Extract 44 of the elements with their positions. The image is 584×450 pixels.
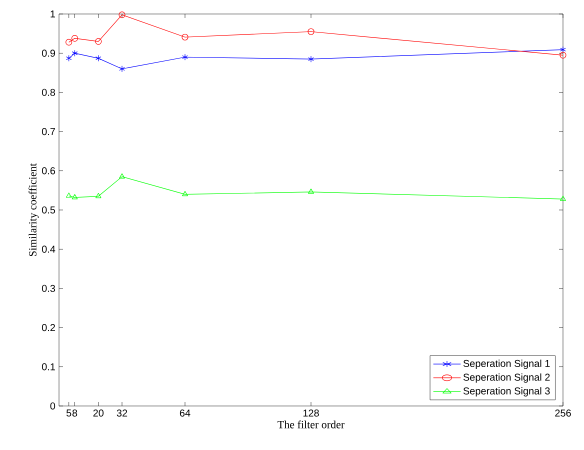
point bbox=[308, 56, 314, 62]
point bbox=[119, 66, 125, 72]
x-tick-label: 128 bbox=[303, 410, 319, 417]
point bbox=[308, 188, 314, 194]
point bbox=[66, 38, 72, 46]
y-tick-label: 0.1 bbox=[42, 363, 55, 370]
point bbox=[560, 52, 566, 58]
y-tick-label: 0.3 bbox=[42, 284, 56, 292]
point bbox=[560, 46, 566, 53]
point bbox=[182, 54, 188, 60]
point bbox=[560, 196, 566, 201]
point bbox=[72, 194, 78, 200]
x-tick-label: 8 bbox=[72, 410, 78, 417]
y-tick-label: 0.6 bbox=[42, 167, 56, 174]
y-tick-label: 0.8 bbox=[42, 88, 56, 96]
y-tick-label: 0.9 bbox=[42, 50, 56, 57]
x-tick-label: 32 bbox=[116, 410, 128, 417]
y-tick-label: 1 bbox=[50, 10, 55, 18]
point bbox=[308, 28, 314, 35]
legend-label: Seperation Signal 3 bbox=[463, 387, 550, 396]
y-axis-title: Similarity coefficient bbox=[28, 163, 39, 256]
x-axis-title: The filter order bbox=[278, 420, 345, 428]
y-tick-label: 0.4 bbox=[42, 246, 56, 253]
point bbox=[66, 54, 72, 62]
point bbox=[95, 192, 102, 198]
x-tick-label: 20 bbox=[93, 410, 104, 417]
x-tick-label: 5 bbox=[66, 410, 72, 416]
point bbox=[72, 50, 78, 56]
y-tick-label: 0.2 bbox=[42, 324, 55, 332]
legend-label: Seperation Signal 2 bbox=[463, 373, 550, 383]
point bbox=[66, 192, 72, 198]
y-tick-label: 0.7 bbox=[42, 128, 55, 136]
point bbox=[95, 38, 102, 45]
legend-label: Seperation Signal 1 bbox=[463, 360, 550, 369]
y-tick-label: 0.5 bbox=[42, 206, 56, 214]
x-tick-label: 256 bbox=[555, 410, 571, 417]
point bbox=[182, 34, 188, 40]
point bbox=[95, 54, 102, 62]
point bbox=[182, 191, 188, 196]
y-tick-label: 0 bbox=[50, 402, 56, 410]
point bbox=[119, 173, 125, 178]
x-tick-label: 64 bbox=[180, 410, 190, 417]
point bbox=[71, 35, 78, 42]
point bbox=[118, 11, 126, 18]
